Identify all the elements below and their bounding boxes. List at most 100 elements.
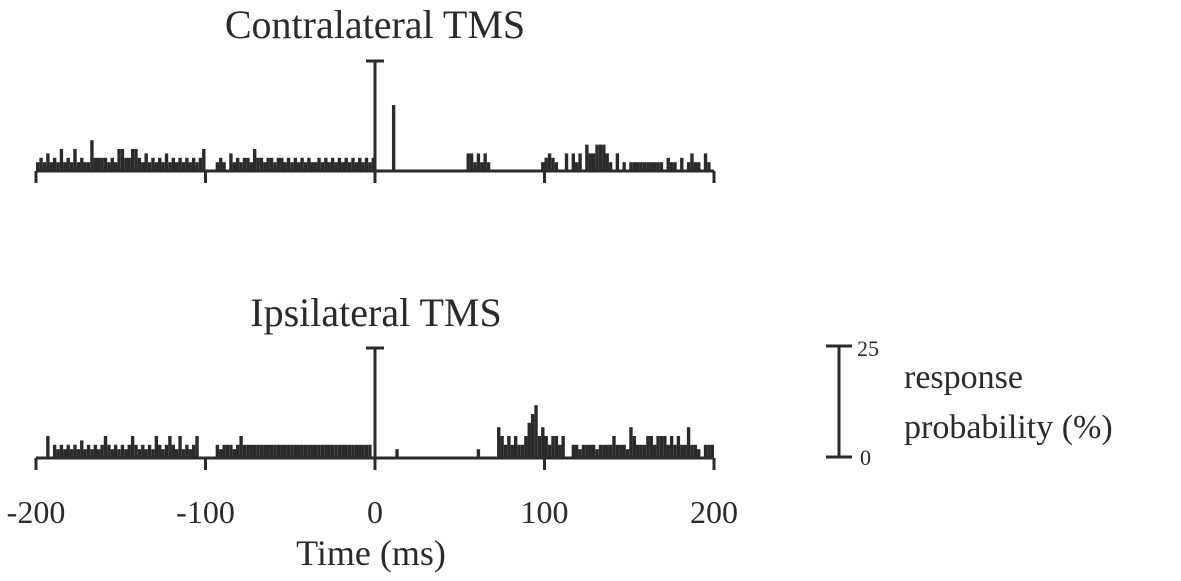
histogram-bar xyxy=(297,444,301,458)
histogram-bar xyxy=(307,444,311,458)
histogram-bar xyxy=(134,149,138,171)
histogram-bar xyxy=(680,444,684,458)
histogram-bar xyxy=(191,444,196,458)
histogram-bar xyxy=(185,444,189,458)
histogram-bar xyxy=(588,444,592,458)
histogram-bar xyxy=(273,444,277,458)
x-tick-label: -100 xyxy=(176,494,235,530)
histogram-bar xyxy=(63,162,67,171)
histogram-bar xyxy=(646,436,650,458)
histogram-bar xyxy=(307,157,311,171)
histogram-bar xyxy=(97,449,101,458)
histogram-bar xyxy=(144,153,148,171)
histogram-bar xyxy=(225,444,230,458)
histogram-bar xyxy=(59,444,64,458)
histogram-bar xyxy=(293,157,298,171)
histogram-bar xyxy=(513,436,518,458)
histogram-bar xyxy=(602,444,606,458)
histogram-bar xyxy=(76,449,81,458)
histogram-bar xyxy=(554,162,559,171)
histogram-bar xyxy=(151,449,155,458)
histogram-bar xyxy=(480,162,484,171)
histogram-bar xyxy=(124,157,128,171)
histogram-bar xyxy=(222,444,226,458)
histogram-bar xyxy=(73,149,77,171)
histogram-bar xyxy=(66,157,70,171)
histogram-bar xyxy=(124,449,128,458)
histogram-bar xyxy=(632,436,637,458)
histogram-bar xyxy=(36,162,40,171)
histogram-bar xyxy=(185,157,189,171)
histogram-bar xyxy=(707,162,711,171)
histogram-contralateral xyxy=(34,59,716,183)
histogram-bar xyxy=(232,162,237,171)
histogram-bar xyxy=(551,436,555,458)
histogram-bar xyxy=(629,427,633,458)
histogram-bar xyxy=(571,153,576,171)
histogram-bar xyxy=(219,157,223,171)
histogram-bar xyxy=(310,162,314,171)
histogram-bar xyxy=(293,444,298,458)
histogram-bar xyxy=(608,444,613,458)
histogram-bar xyxy=(63,449,67,458)
histogram-bar xyxy=(154,436,159,458)
histogram-bar xyxy=(527,422,531,458)
histogram-bar xyxy=(222,162,226,171)
histogram-bar xyxy=(351,157,355,171)
histogram-bar xyxy=(510,444,514,458)
histogram-bar xyxy=(476,153,481,171)
histogram-bar xyxy=(59,149,64,171)
histogram-bar xyxy=(666,157,670,171)
histogram-bar xyxy=(703,444,708,458)
histogram-bar xyxy=(127,157,131,171)
histogram-bar xyxy=(649,162,653,171)
histogram-bar xyxy=(202,149,206,171)
histogram-bar xyxy=(646,162,650,171)
histogram-bar xyxy=(90,140,94,171)
histogram-bar xyxy=(171,444,175,458)
histogram-bar xyxy=(110,157,114,171)
histogram-bar xyxy=(361,162,365,171)
histogram-bar xyxy=(361,444,365,458)
histogram-bar xyxy=(673,444,677,458)
histogram-bar xyxy=(93,444,98,458)
histogram-bar xyxy=(181,162,186,171)
histogram-bar xyxy=(269,157,274,171)
histogram-bar xyxy=(615,444,620,458)
histogram-bar xyxy=(56,449,60,458)
histogram-bar xyxy=(358,444,362,458)
histogram-bar xyxy=(120,444,125,458)
histogram-bar xyxy=(642,444,647,458)
histogram-bar xyxy=(178,157,182,171)
histogram-bar xyxy=(161,162,165,171)
histogram-bar xyxy=(215,444,220,458)
histogram-bar xyxy=(242,444,247,458)
histogram-bar xyxy=(320,162,325,171)
histogram-bar xyxy=(103,436,108,458)
histogram-bar xyxy=(598,144,603,171)
histogram-bar xyxy=(263,444,267,458)
histogram-bar xyxy=(90,449,94,458)
histogram-bar xyxy=(117,149,121,171)
histogram-bar xyxy=(100,444,104,458)
histogram-bar xyxy=(619,444,623,458)
histogram-bar xyxy=(564,153,569,171)
histogram-bar xyxy=(76,162,81,171)
histogram-bar xyxy=(252,444,257,458)
histogram-bar xyxy=(517,444,521,458)
histogram-bar xyxy=(276,444,281,458)
histogram-bar xyxy=(680,157,684,171)
histogram-bar xyxy=(137,449,142,458)
histogram-bar xyxy=(93,157,98,171)
histogram-bar xyxy=(324,444,328,458)
histogram-bar xyxy=(693,162,698,171)
histogram-bar xyxy=(107,162,111,171)
histogram-bar xyxy=(263,162,267,171)
panel-title-contralateral: Contralateral TMS xyxy=(225,2,525,47)
histogram-bar xyxy=(595,144,599,171)
histogram-bar xyxy=(520,444,525,458)
histogram-bar xyxy=(276,157,281,171)
histogram-bar xyxy=(195,162,199,171)
histogram-bar xyxy=(141,162,145,171)
histogram-bar xyxy=(683,444,687,458)
